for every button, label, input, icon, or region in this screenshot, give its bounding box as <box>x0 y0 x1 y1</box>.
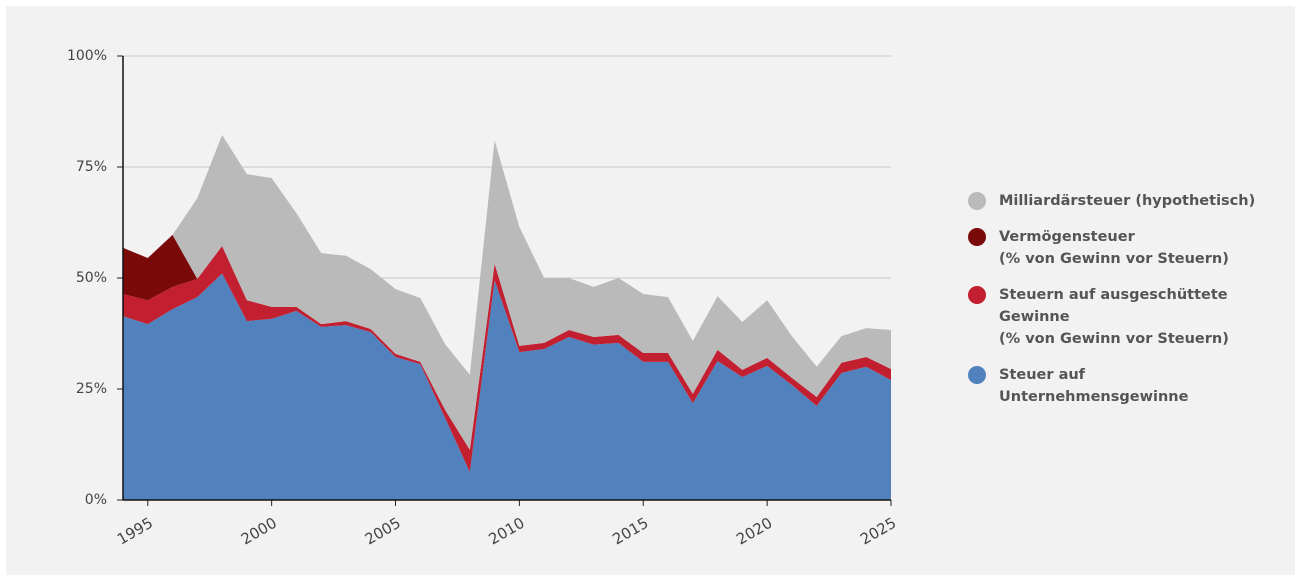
x-tick-label: 2015 <box>609 514 651 549</box>
legend-label: Vermögensteuer (% von Gewinn vor Steuern… <box>999 229 1229 267</box>
legend-swatch <box>968 286 986 304</box>
y-tick-label: 50% <box>76 270 107 286</box>
legend-item: Vermögensteuer (% von Gewinn vor Steuern… <box>968 226 1288 270</box>
x-tick-label: 2025 <box>857 514 899 549</box>
legend-label: Milliardärsteuer (hypothetisch) <box>999 193 1256 209</box>
legend-swatch <box>968 192 986 210</box>
legend-label: Steuer auf Unternehmensgewinne <box>999 367 1189 405</box>
x-tick-label: 2010 <box>486 514 528 549</box>
y-tick-label: 75% <box>76 159 107 175</box>
x-tick-label: 2000 <box>238 514 280 549</box>
y-tick-label: 25% <box>76 381 107 397</box>
y-tick-label: 0% <box>85 492 107 508</box>
x-tick-label: 2020 <box>733 514 775 549</box>
area <box>123 135 891 450</box>
x-tick-label: 2005 <box>362 514 404 549</box>
x-tick-label: 1995 <box>114 514 156 549</box>
legend-swatch <box>968 228 986 246</box>
area <box>123 273 891 500</box>
legend-item: Steuer auf Unternehmensgewinne <box>968 364 1288 408</box>
legend-label: Steuern auf ausgeschüttete Gewinne (% vo… <box>999 287 1229 347</box>
legend: Milliardärsteuer (hypothetisch) Vermögens… <box>968 190 1288 422</box>
legend-item: Milliardärsteuer (hypothetisch) <box>968 190 1288 212</box>
legend-item: Steuern auf ausgeschüttete Gewinne (% vo… <box>968 284 1288 350</box>
y-tick-label: 100% <box>67 48 107 64</box>
legend-swatch <box>968 366 986 384</box>
